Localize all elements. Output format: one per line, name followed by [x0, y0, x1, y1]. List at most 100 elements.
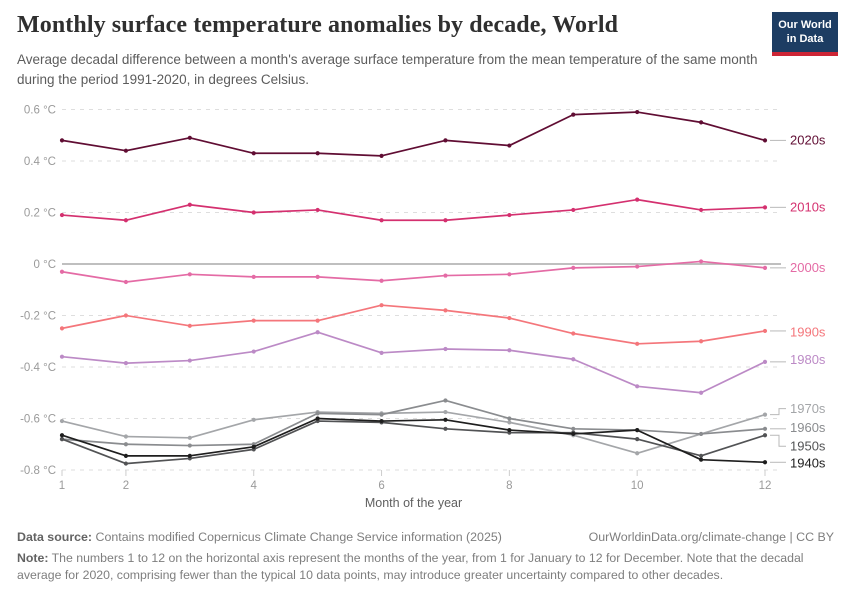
series-point-1970s — [635, 451, 640, 456]
series-point-1960s — [698, 431, 704, 437]
series-point-1950s — [635, 437, 640, 442]
series-line-2010s — [61, 198, 766, 222]
series-point-2000s — [635, 264, 640, 269]
series-line-1940s — [61, 417, 766, 464]
series-line-2000s — [61, 260, 766, 283]
series-point-1970s — [59, 418, 65, 424]
series-point-1940s — [762, 460, 768, 465]
series-point-1940s — [379, 418, 384, 424]
series-point-2010s — [698, 207, 704, 213]
series-point-1940s — [59, 433, 65, 438]
y-axis-tick-label: 0.6 °C — [24, 105, 56, 117]
series-point-1940s — [315, 416, 320, 421]
series-line-1970s — [61, 411, 766, 455]
series-label-1950s: 1950s — [790, 439, 826, 454]
owid-logo-line2: in Data — [786, 33, 824, 46]
data-source-text: Data source: Contains modified Copernicu… — [17, 530, 502, 544]
series-point-2000s — [379, 278, 384, 283]
series-point-2020s — [443, 138, 448, 143]
series-point-1940s — [123, 453, 129, 458]
series-point-1990s — [571, 331, 576, 336]
series-point-1990s — [443, 308, 448, 313]
series-label-1980s: 1980s — [790, 352, 826, 367]
footer-source-row: Data source: Contains modified Copernicu… — [17, 530, 834, 544]
series-point-2020s — [379, 153, 384, 158]
series-label-2020s: 2020s — [790, 133, 826, 148]
series-point-1990s — [379, 303, 384, 308]
series-point-2000s — [123, 279, 129, 285]
x-axis-tick-label: 4 — [251, 480, 258, 492]
series-point-2010s — [59, 212, 65, 218]
series-point-1980s — [635, 384, 640, 389]
series-point-1940s — [571, 431, 576, 437]
series-label-1940s: 1940s — [790, 456, 826, 471]
x-axis-tick-label: 1 — [59, 480, 65, 492]
series-point-2010s — [251, 210, 256, 215]
series-point-2000s — [187, 272, 192, 277]
series-point-1960s — [571, 426, 576, 431]
series-point-1980s — [187, 358, 192, 363]
series-point-2020s — [571, 112, 576, 117]
y-axis-tick-label: 0 °C — [34, 259, 57, 271]
series-line-1990s — [61, 304, 766, 345]
series-point-1960s — [507, 416, 512, 421]
series-line-1960s — [61, 399, 766, 447]
series-point-2010s — [187, 202, 192, 207]
series-point-1970s — [443, 409, 448, 415]
series-point-2010s — [123, 218, 129, 223]
series-point-1950s — [443, 426, 448, 431]
label-connector-1970s — [770, 408, 786, 416]
series-point-1980s — [59, 354, 65, 359]
series-point-2000s — [59, 269, 65, 274]
y-axis-tick-label: 0.4 °C — [24, 156, 56, 168]
series-line-1950s — [61, 420, 766, 465]
series-point-2000s — [698, 259, 704, 264]
series-line-2020s — [61, 111, 766, 157]
series-point-2010s — [635, 197, 640, 202]
series-point-1990s — [123, 313, 129, 318]
series-point-1960s — [762, 426, 768, 431]
series-point-1990s — [507, 315, 512, 321]
series-point-1980s — [379, 350, 384, 355]
series-point-1990s — [187, 323, 192, 328]
series-point-2010s — [507, 212, 512, 218]
series-point-1980s — [507, 348, 512, 353]
series-point-1940s — [187, 453, 192, 458]
x-axis-tick-label: 10 — [631, 480, 644, 492]
series-point-2000s — [315, 274, 320, 279]
series-point-1940s — [507, 427, 512, 433]
series-point-1980s — [251, 349, 256, 354]
series-point-2000s — [443, 273, 448, 278]
series-point-1990s — [762, 328, 768, 334]
series-point-1970s — [123, 434, 129, 439]
owid-logo: Our World in Data — [772, 12, 838, 56]
series-point-2000s — [507, 272, 512, 277]
series-point-1980s — [443, 346, 448, 352]
chart-note: Note: The numbers 1 to 12 on the horizon… — [17, 551, 804, 583]
series-point-2020s — [59, 138, 65, 143]
series-point-1980s — [762, 359, 768, 364]
series-point-1980s — [571, 357, 576, 362]
series-point-2020s — [507, 143, 512, 148]
owid-logo-stripe — [772, 51, 838, 56]
x-axis-tick-label: 6 — [378, 480, 384, 492]
page-title: Monthly surface temperature anomalies by… — [17, 12, 619, 38]
series-label-2010s: 2010s — [790, 200, 826, 215]
x-axis-tick-label: 12 — [759, 480, 772, 492]
series-point-1960s — [379, 412, 384, 417]
series-point-1990s — [315, 318, 320, 323]
series-point-1940s — [635, 427, 640, 433]
x-axis-tick-label: 2 — [123, 480, 129, 492]
owid-logo-line1: Our World — [778, 19, 832, 31]
owid-logo-box: Our World in Data — [772, 12, 838, 52]
y-axis-tick-label: -0.8 °C — [20, 465, 56, 477]
series-point-2000s — [251, 274, 256, 279]
series-point-2000s — [571, 265, 576, 270]
series-point-1950s — [59, 437, 65, 442]
series-point-2020s — [762, 138, 768, 143]
note-label: Note: — [17, 551, 49, 565]
series-point-2010s — [379, 218, 384, 223]
series-point-1970s — [251, 417, 256, 422]
series-point-2010s — [315, 207, 320, 213]
